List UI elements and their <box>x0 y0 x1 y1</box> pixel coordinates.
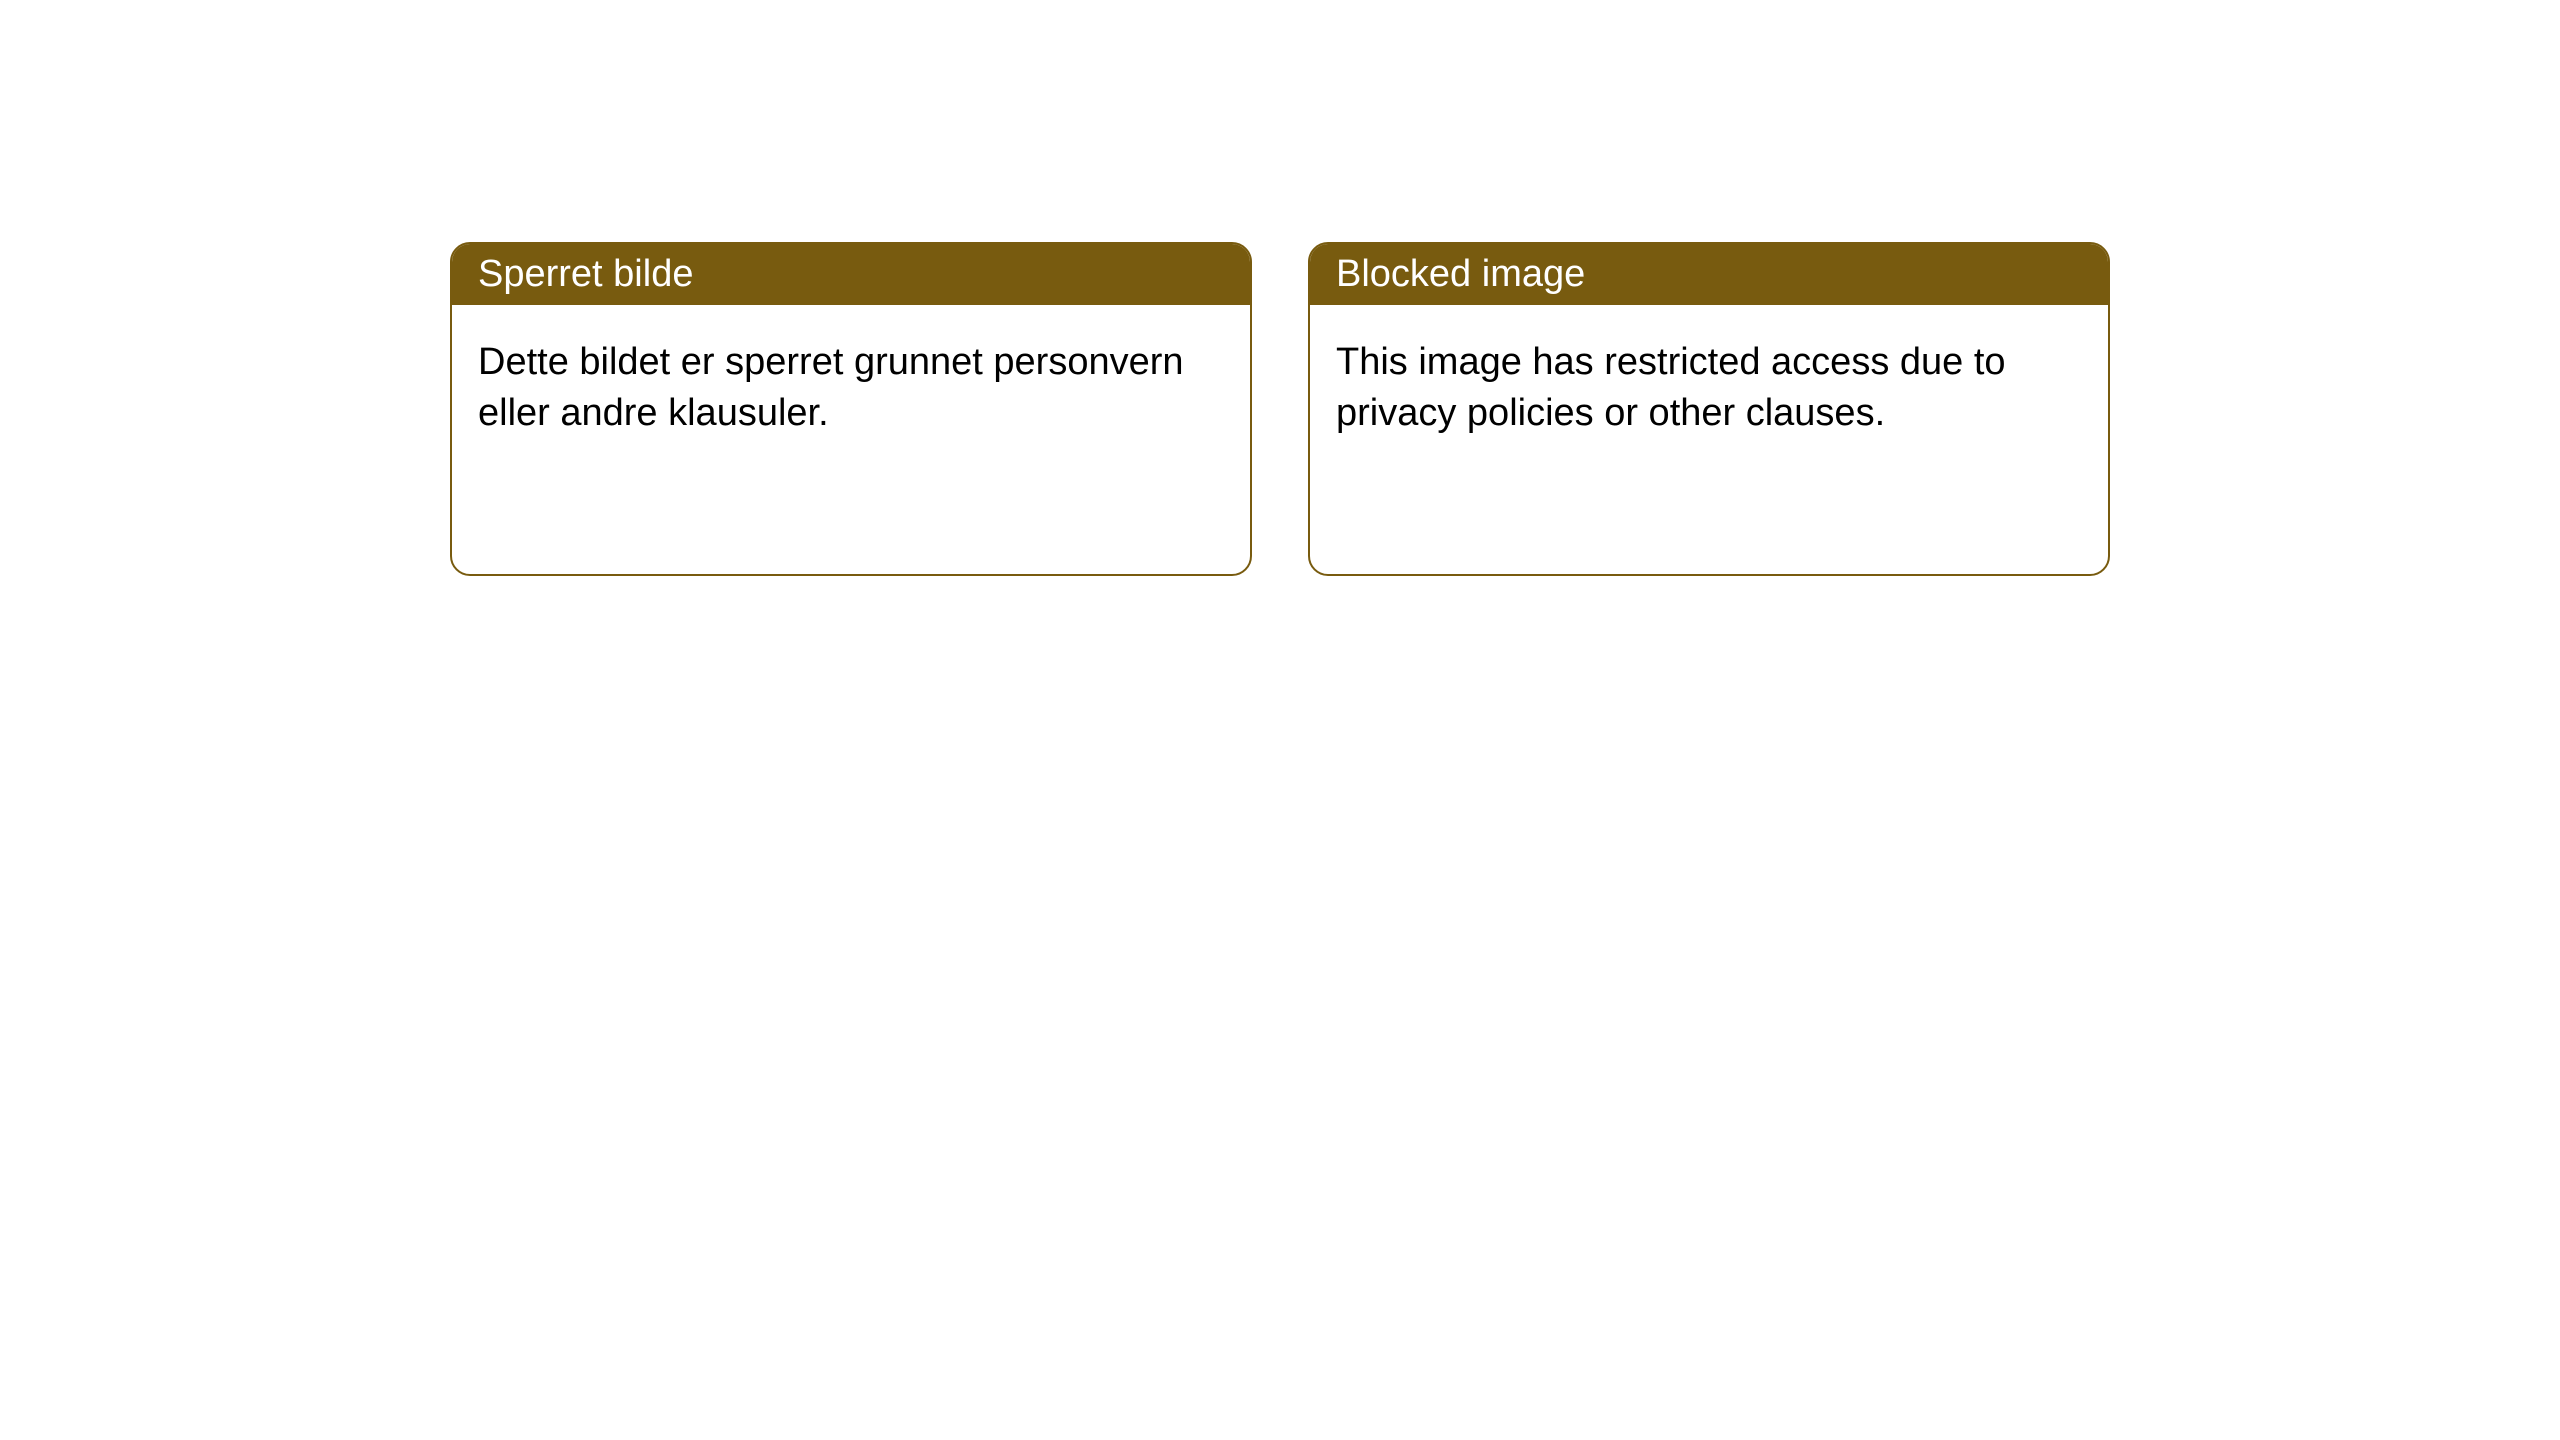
notice-card-norwegian: Sperret bilde Dette bildet er sperret gr… <box>450 242 1252 576</box>
notice-header: Blocked image <box>1310 244 2108 305</box>
notice-body: This image has restricted access due to … <box>1310 305 2108 472</box>
notice-card-english: Blocked image This image has restricted … <box>1308 242 2110 576</box>
notice-container: Sperret bilde Dette bildet er sperret gr… <box>0 0 2560 576</box>
notice-header: Sperret bilde <box>452 244 1250 305</box>
notice-body: Dette bildet er sperret grunnet personve… <box>452 305 1250 472</box>
